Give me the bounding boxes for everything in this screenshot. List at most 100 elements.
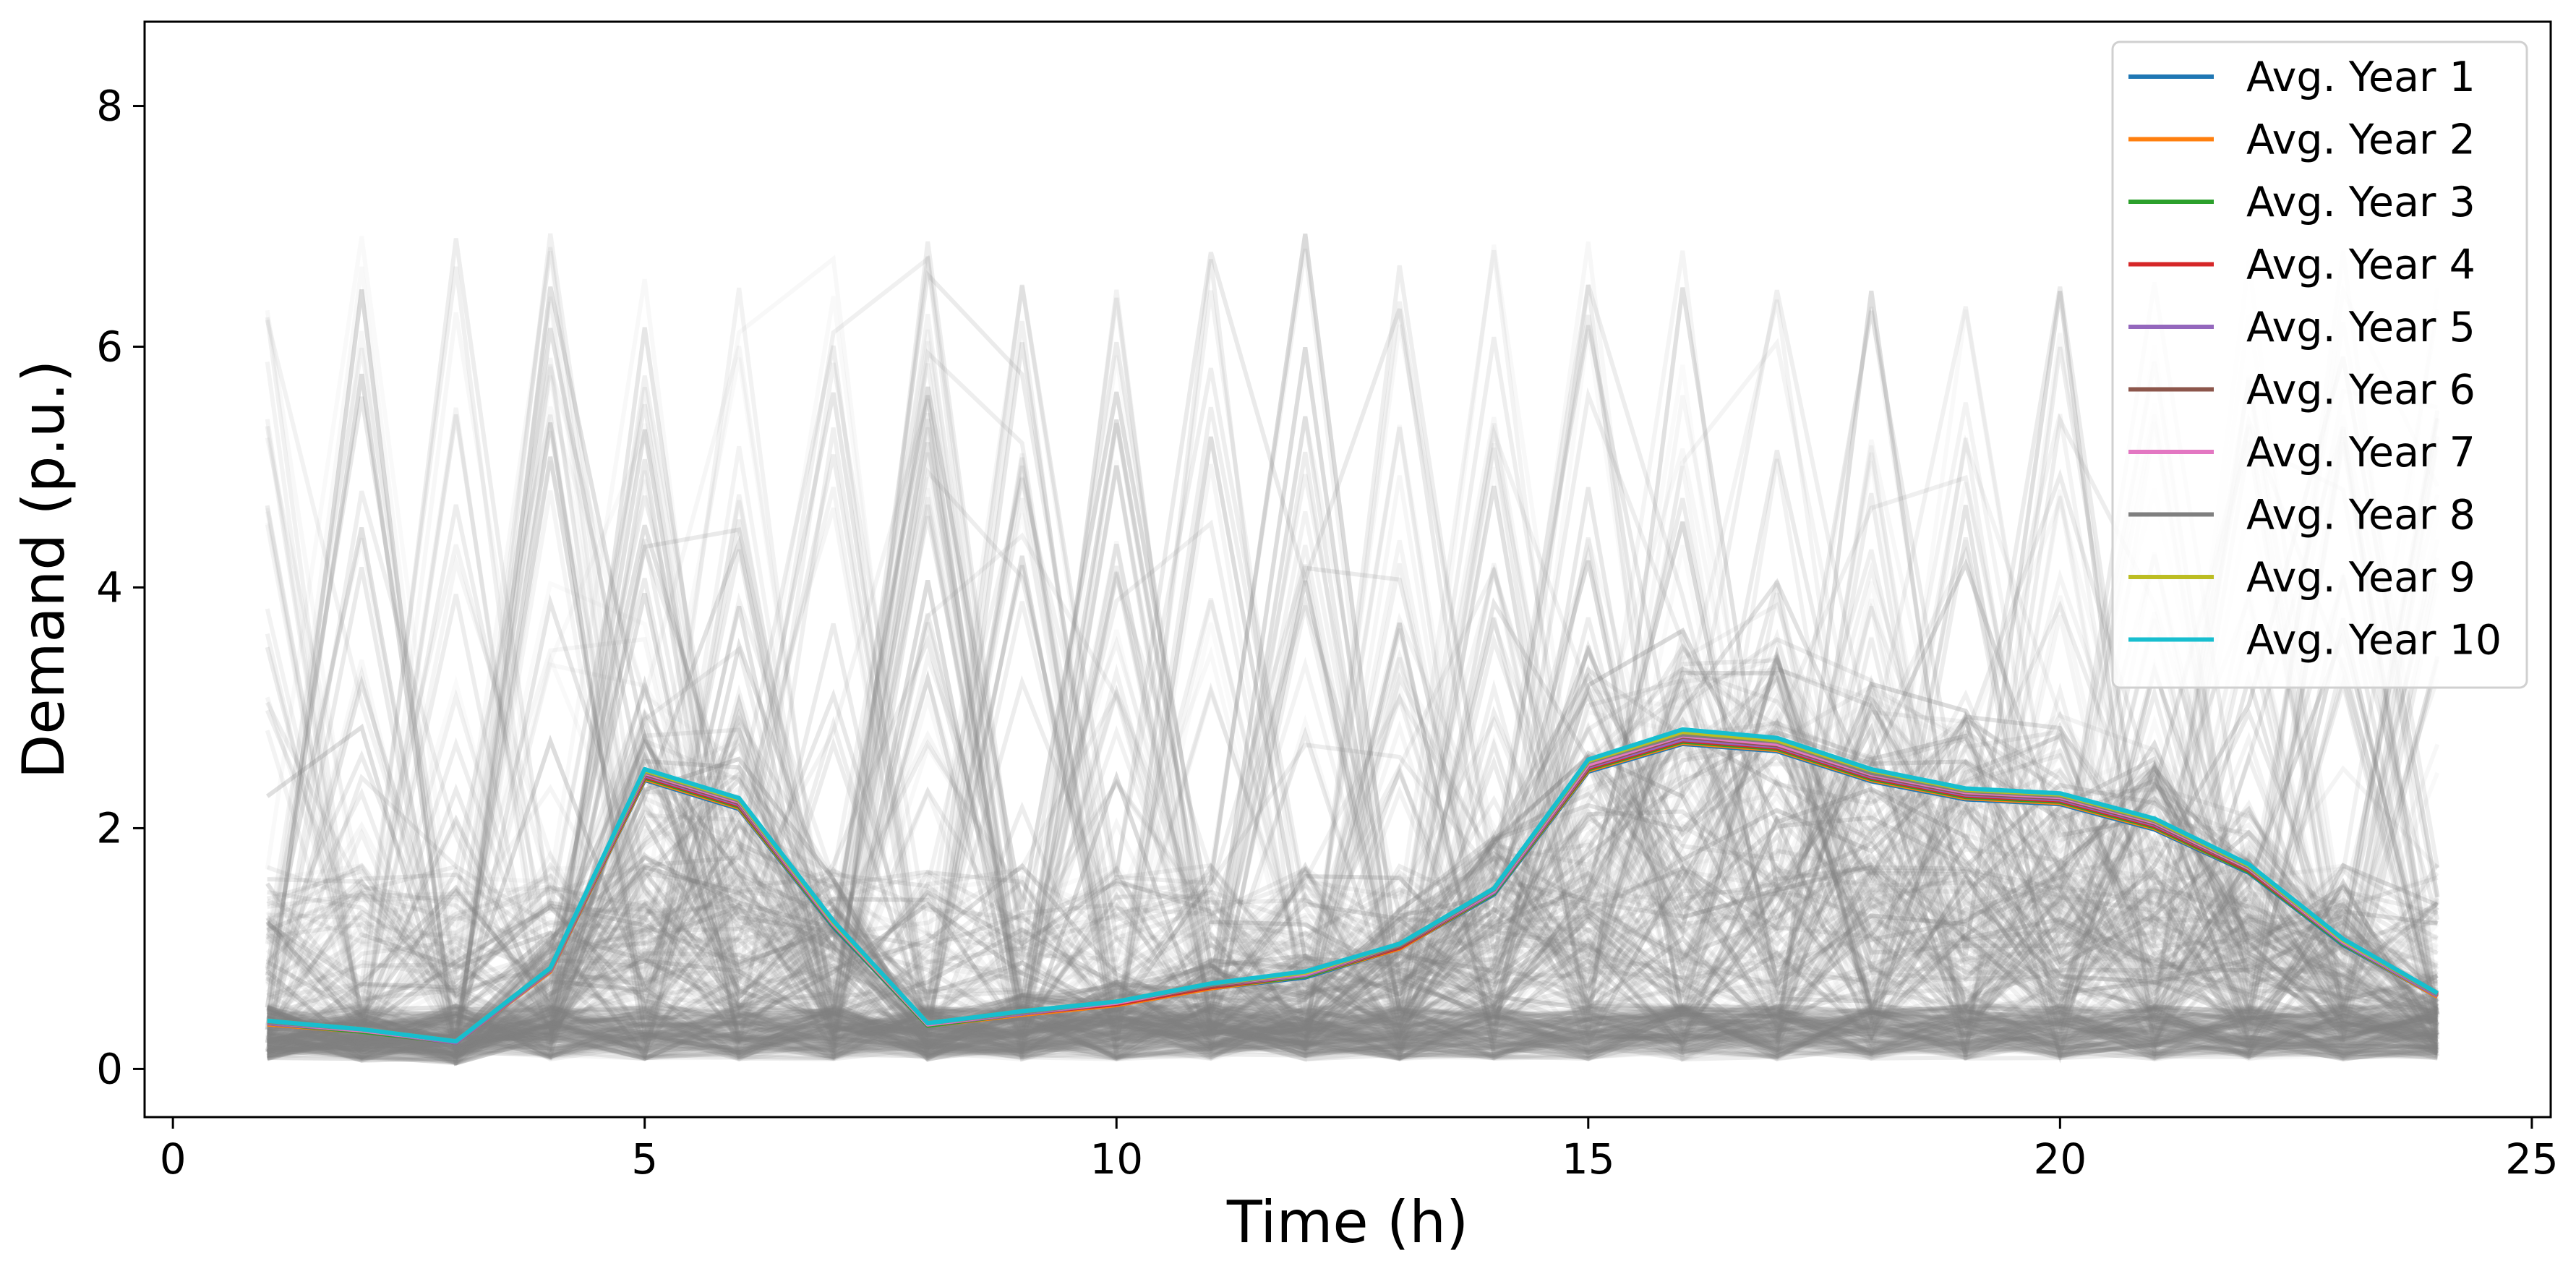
legend-label: Avg. Year 4 — [2246, 241, 2476, 289]
background-trace — [267, 413, 2438, 1063]
background-trace — [267, 442, 2438, 1059]
background-trace — [266, 666, 2438, 1048]
background-trace — [267, 500, 2439, 1060]
background-trace — [266, 1006, 2438, 1061]
background-trace — [267, 1007, 2438, 1058]
background-traces — [265, 233, 2440, 1066]
background-trace — [266, 327, 2438, 1041]
background-trace — [265, 396, 2438, 1058]
background-trace — [267, 654, 2439, 1061]
background-trace — [267, 364, 2438, 1059]
background-trace — [266, 731, 2439, 1051]
background-trace — [265, 357, 2439, 1037]
background-trace — [267, 1003, 2438, 1056]
background-trace — [267, 726, 2439, 1060]
background-trace — [266, 270, 2439, 1056]
legend-item: Avg. Year 3 — [2128, 179, 2476, 226]
background-trace — [267, 1003, 2438, 1061]
background-trace — [267, 592, 2439, 1058]
average-lines — [267, 727, 2439, 1045]
y-axis: 0 2 4 6 8 — [96, 82, 145, 1093]
background-trace — [267, 1003, 2438, 1061]
legend-label: Avg. Year 2 — [2246, 116, 2476, 164]
background-trace — [267, 538, 2439, 1061]
background-trace — [265, 346, 2439, 1055]
background-trace — [266, 495, 2438, 1057]
background-trace — [267, 1006, 2439, 1059]
background-trace — [266, 654, 2439, 1052]
background-trace — [267, 1003, 2439, 1060]
background-trace — [266, 789, 2439, 1063]
background-trace — [267, 737, 2438, 1053]
background-trace — [265, 414, 2440, 1061]
background-trace — [267, 487, 2438, 1061]
background-trace — [267, 657, 2440, 1062]
legend-item: Avg. Year 5 — [2128, 304, 2476, 351]
background-trace — [266, 416, 2439, 1038]
legend-label: Avg. Year 8 — [2246, 492, 2476, 539]
background-trace — [267, 484, 2440, 1061]
background-trace — [265, 238, 2440, 1016]
background-trace — [265, 377, 2439, 1032]
background-trace — [265, 436, 2440, 1061]
background-trace — [266, 475, 2438, 1063]
background-trace — [267, 932, 2439, 1061]
background-trace — [266, 589, 2438, 1060]
background-trace — [266, 495, 2440, 1062]
background-trace — [267, 1004, 2438, 1062]
legend-label: Avg. Year 3 — [2246, 179, 2476, 226]
background-trace — [266, 1004, 2438, 1059]
background-trace — [266, 345, 2439, 1061]
background-trace — [267, 519, 2439, 1056]
background-trace — [267, 442, 2440, 1060]
background-trace — [267, 595, 2438, 1061]
background-trace — [265, 289, 2440, 1066]
x-tick-label: 5 — [631, 1134, 658, 1184]
background-trace — [267, 1003, 2438, 1061]
background-trace — [265, 252, 2440, 1051]
background-trace — [266, 638, 2438, 1057]
background-trace — [266, 422, 2438, 1061]
background-trace — [266, 250, 2439, 1039]
background-trace — [267, 1003, 2439, 1059]
background-trace — [267, 730, 2439, 1060]
background-trace — [267, 622, 2439, 1060]
background-trace — [267, 675, 2439, 1058]
legend-item: Avg. Year 10 — [2128, 617, 2502, 664]
legend-item: Avg. Year 1 — [2128, 54, 2476, 101]
background-trace — [265, 259, 2440, 1054]
background-trace — [267, 422, 2439, 1058]
background-trace — [265, 757, 2439, 1053]
background-trace — [267, 364, 2438, 1059]
background-trace — [267, 579, 2439, 1061]
background-trace — [267, 1007, 2438, 1054]
background-trace — [266, 613, 2438, 1061]
background-trace — [265, 526, 2439, 1052]
background-trace — [266, 605, 2440, 1053]
legend-label: Avg. Year 9 — [2246, 554, 2476, 602]
background-trace — [265, 356, 2440, 1054]
background-trace — [266, 754, 2439, 1061]
background-trace — [267, 469, 2439, 1054]
background-trace — [265, 301, 2439, 1056]
background-trace — [267, 600, 2439, 1060]
background-trace — [265, 309, 2440, 1053]
background-trace — [267, 738, 2439, 1057]
background-trace — [267, 538, 2439, 1061]
background-trace — [265, 828, 2438, 1061]
background-trace — [267, 424, 2439, 1058]
background-trace — [267, 457, 2438, 1060]
background-trace — [266, 818, 2439, 1060]
background-trace — [267, 290, 2438, 1055]
background-trace — [267, 458, 2438, 1061]
background-trace — [266, 1003, 2438, 1061]
background-trace — [265, 290, 2438, 1056]
background-trace — [267, 241, 2440, 1056]
background-trace — [267, 591, 2438, 1053]
background-trace — [267, 1003, 2439, 1060]
background-trace — [265, 925, 2439, 1053]
background-trace — [265, 249, 2439, 1059]
background-trace — [266, 413, 2440, 1060]
background-trace — [266, 414, 2439, 1063]
background-trace — [267, 426, 2440, 1061]
